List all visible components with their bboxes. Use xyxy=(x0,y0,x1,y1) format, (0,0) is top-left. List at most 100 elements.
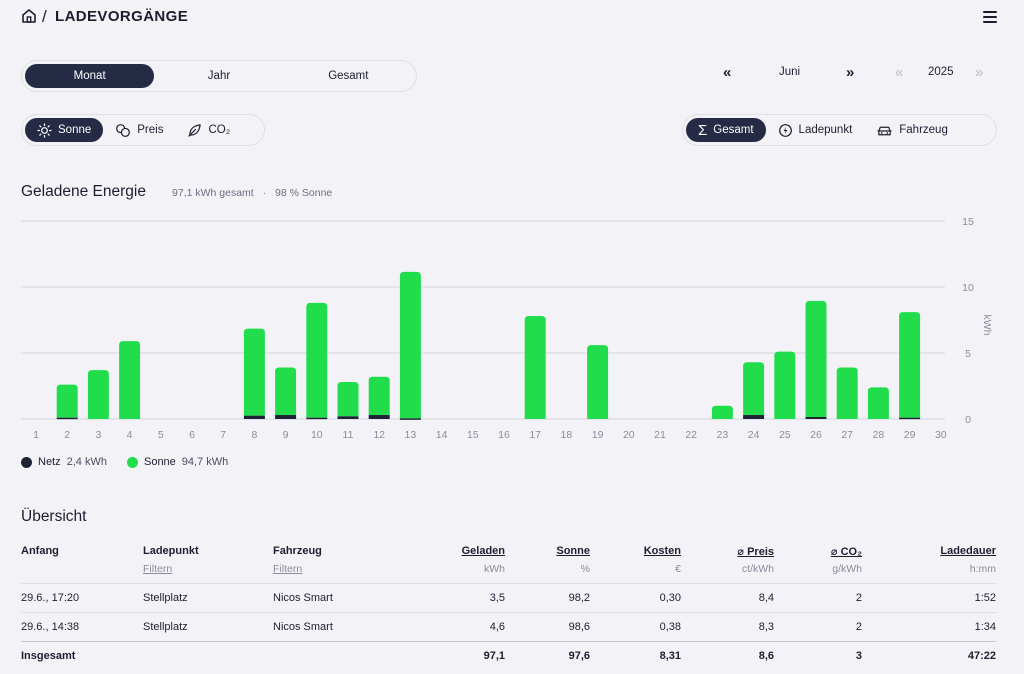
filter-fahrzeug-link[interactable]: Filtern xyxy=(273,563,303,575)
tab-jahr[interactable]: Jahr xyxy=(207,70,231,82)
home-icon[interactable] xyxy=(21,8,37,24)
metric-selector: Sonne Preis CO₂ xyxy=(21,114,265,146)
bar-sonne xyxy=(119,341,141,419)
bar-netz xyxy=(306,417,328,420)
x-tick-label: 19 xyxy=(592,429,604,441)
unit-ladedauer: h:mm xyxy=(969,563,996,575)
filter-ladepunkt-link[interactable]: Filtern xyxy=(143,563,173,575)
x-tick-label: 7 xyxy=(220,429,226,441)
y-tick-label: 5 xyxy=(965,348,971,360)
col-preis[interactable]: ⌀ Preis xyxy=(681,545,774,561)
tab-sonne[interactable]: Sonne xyxy=(25,118,104,142)
col-sonne[interactable]: Sonne xyxy=(505,545,590,561)
col-geladen[interactable]: Geladen xyxy=(403,545,505,561)
bar-sonne xyxy=(368,376,390,416)
next-year-button[interactable]: » xyxy=(975,63,984,81)
unit-co2: g/kWh xyxy=(832,563,862,575)
legend-netz-swatch xyxy=(21,456,32,468)
bar-netz xyxy=(899,417,921,420)
x-tick-label: 2 xyxy=(64,429,70,441)
x-tick-label: 27 xyxy=(841,429,853,441)
tab-co2[interactable]: CO₂ xyxy=(175,118,242,142)
col-co2[interactable]: ⌀ CO₂ xyxy=(774,545,862,561)
group-selector: Σ Gesamt Ladepunkt Fahrzeug xyxy=(682,114,997,146)
x-tick-label: 22 xyxy=(685,429,697,441)
x-tick-label: 25 xyxy=(779,429,791,441)
unit-preis: ct/kWh xyxy=(741,563,774,575)
bar-sonne xyxy=(774,351,796,419)
x-tick-label: 26 xyxy=(810,429,822,441)
prev-year-button[interactable]: « xyxy=(895,63,904,81)
total-co2: 3 xyxy=(774,640,862,671)
x-tick-label: 21 xyxy=(654,429,666,441)
col-anfang: Anfang xyxy=(21,545,59,557)
tab-preis[interactable]: Preis xyxy=(103,118,175,142)
prev-month-button[interactable]: « xyxy=(723,63,732,81)
total-ladepunkt xyxy=(143,640,273,671)
legend-netz-label: Netz xyxy=(38,456,61,468)
bar-sonne xyxy=(399,271,421,419)
col-geladen-label: Geladen xyxy=(461,545,505,557)
cell-preis: 8,4 xyxy=(681,582,774,612)
x-tick-label: 3 xyxy=(95,429,101,441)
filter-ladepunkt[interactable]: Filtern xyxy=(143,561,273,583)
table-row[interactable]: 29.6., 14:38 Stellplatz Nicos Smart 4,6 … xyxy=(21,611,996,641)
total-fahrzeug xyxy=(273,640,403,671)
bar-sonne xyxy=(743,362,765,416)
cell-co2: 2 xyxy=(774,582,862,612)
bar-sonne xyxy=(524,316,546,419)
bar-netz xyxy=(337,416,359,419)
cell-preis: 8,3 xyxy=(681,611,774,641)
tab-gesamt[interactable]: Gesamt xyxy=(328,70,369,82)
cell-sonne: 98,2 xyxy=(505,582,590,612)
unit-anfang xyxy=(21,561,143,583)
tab-fahrzeug[interactable]: Fahrzeug xyxy=(864,118,960,142)
cell-kosten: 0,38 xyxy=(590,611,681,641)
x-tick-label: 6 xyxy=(189,429,195,441)
chart-summary-total: 97,1 kWh gesamt xyxy=(172,187,254,199)
tab-ladepunkt[interactable]: Ladepunkt xyxy=(766,118,865,142)
col-kosten[interactable]: Kosten xyxy=(590,545,681,561)
tab-fahrzeug-label: Fahrzeug xyxy=(899,124,948,136)
bar-sonne xyxy=(243,328,265,416)
year-label: 2025 xyxy=(928,66,954,78)
cell-fahrzeug: Nicos Smart xyxy=(273,582,403,612)
sun-icon xyxy=(37,122,52,138)
table-row[interactable]: 29.6., 17:20 Stellplatz Nicos Smart 3,5 … xyxy=(21,582,996,612)
x-tick-label: 16 xyxy=(498,429,510,441)
car-icon xyxy=(877,126,892,135)
x-tick-label: 12 xyxy=(373,429,385,441)
bar-sonne xyxy=(275,367,297,416)
col-ladepunkt: Ladepunkt xyxy=(143,545,199,557)
cell-kosten: 0,30 xyxy=(590,582,681,612)
y-tick-label: 0 xyxy=(965,414,971,426)
cell-ladepunkt: Stellplatz xyxy=(143,611,273,641)
table-total-row: Insgesamt 97,1 97,6 8,31 8,6 3 47:22 xyxy=(21,640,996,671)
tab-group-gesamt-label: Gesamt xyxy=(713,124,754,136)
unit-sonne: % xyxy=(580,563,590,575)
menu-icon[interactable] xyxy=(983,11,997,23)
x-tick-label: 10 xyxy=(311,429,323,441)
bar-netz xyxy=(56,417,78,420)
col-ladedauer[interactable]: Ladedauer xyxy=(862,545,996,561)
sessions-table: Anfang Ladepunkt Fahrzeug Geladen Sonne … xyxy=(21,545,996,671)
tab-group-gesamt[interactable]: Σ Gesamt xyxy=(686,118,766,142)
cell-co2: 2 xyxy=(774,611,862,641)
tab-ladepunkt-label: Ladepunkt xyxy=(798,124,853,136)
page-title: LADEVORGÄNGE xyxy=(55,8,189,25)
x-tick-label: 13 xyxy=(405,429,417,441)
total-ladedauer: 47:22 xyxy=(862,640,996,671)
period-selector: Monat Jahr Gesamt xyxy=(21,60,417,92)
cell-anfang: 29.6., 14:38 xyxy=(21,611,143,641)
x-tick-label: 14 xyxy=(436,429,448,441)
filter-fahrzeug[interactable]: Filtern xyxy=(273,561,403,583)
bar-netz xyxy=(275,415,297,419)
next-month-button[interactable]: » xyxy=(846,63,855,81)
bar-sonne xyxy=(867,387,889,419)
cell-anfang: 29.6., 17:20 xyxy=(21,582,143,612)
tab-monat[interactable]: Monat xyxy=(25,64,155,88)
x-tick-label: 28 xyxy=(873,429,885,441)
y-axis-label: kWh xyxy=(981,315,993,336)
x-tick-label: 4 xyxy=(127,429,133,441)
month-label: Juni xyxy=(779,66,801,78)
